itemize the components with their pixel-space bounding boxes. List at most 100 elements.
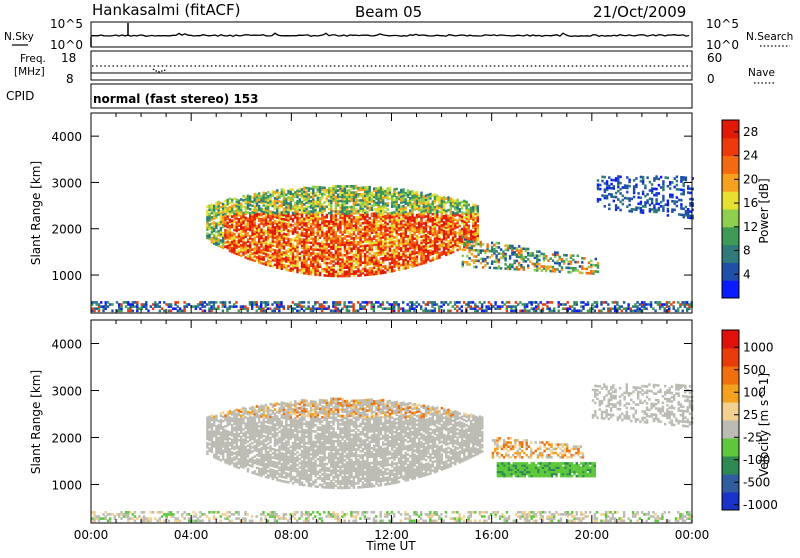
power-cell	[398, 239, 400, 242]
power-cell	[628, 185, 630, 188]
power-cell	[570, 271, 572, 274]
power-cell	[337, 269, 339, 272]
power-cell	[330, 260, 332, 263]
power-cell	[208, 204, 210, 207]
power-cell	[495, 242, 497, 245]
power-cell	[274, 191, 276, 194]
velocity-cell	[218, 424, 220, 427]
power-cell	[337, 194, 339, 197]
power-cell	[373, 194, 375, 197]
power-cell	[445, 251, 447, 254]
power-cell	[568, 271, 570, 274]
power-cell	[534, 263, 536, 266]
velocity-cell	[206, 442, 208, 445]
power-cell	[350, 185, 352, 188]
power-cell	[398, 191, 400, 194]
power-cell	[274, 226, 276, 229]
power-cell	[350, 248, 352, 251]
velocity-cell	[231, 417, 233, 420]
power-cell	[231, 205, 233, 208]
power-cell	[665, 203, 667, 206]
power-cell	[389, 307, 391, 310]
power-cell	[222, 301, 224, 304]
power-cell	[276, 250, 278, 253]
power-cell	[395, 301, 397, 304]
power-cell	[350, 233, 352, 236]
power-cell	[677, 307, 679, 310]
power-cell	[479, 307, 481, 310]
power-cell	[473, 249, 475, 252]
power-cell	[640, 197, 642, 200]
power-cell	[462, 261, 464, 264]
power-cell	[272, 190, 274, 193]
power-cell	[308, 264, 310, 267]
power-cell	[471, 259, 473, 262]
velocity-cell	[213, 430, 215, 433]
power-cell	[330, 310, 332, 313]
power-cell	[362, 245, 364, 248]
power-cell	[396, 196, 398, 199]
power-cell	[375, 301, 377, 304]
power-cell	[355, 241, 357, 244]
power-cell	[215, 223, 217, 226]
power-cell	[495, 246, 497, 249]
power-cell	[594, 305, 596, 308]
power-cell	[603, 301, 605, 304]
power-cell	[452, 199, 454, 202]
power-cell	[249, 301, 251, 304]
power-cell	[511, 264, 513, 267]
power-cell	[328, 243, 330, 246]
power-cell	[364, 305, 366, 308]
velocity-cell	[233, 427, 235, 430]
power-cell	[447, 215, 449, 218]
power-cell	[326, 195, 328, 198]
power-cell	[528, 301, 530, 304]
power-cell	[398, 233, 400, 236]
power-cell	[294, 303, 296, 306]
power-cell	[100, 301, 102, 304]
power-cell	[350, 305, 352, 308]
power-cell	[245, 223, 247, 226]
power-cell	[564, 303, 566, 306]
power-cell	[689, 192, 691, 195]
power-cell	[211, 216, 213, 219]
power-cell	[227, 199, 229, 202]
power-cell	[353, 216, 355, 219]
power-cell	[610, 187, 612, 190]
power-cell	[159, 310, 161, 313]
power-cell	[594, 310, 596, 313]
power-cell	[314, 232, 316, 235]
power-cell	[583, 268, 585, 271]
power-cell	[438, 196, 440, 199]
power-cell	[260, 301, 262, 304]
power-cell	[476, 305, 478, 308]
power-cell	[343, 301, 345, 304]
power-cell	[217, 305, 219, 308]
power-cell	[482, 249, 484, 252]
power-cell	[573, 307, 575, 310]
power-cell	[633, 208, 635, 211]
power-cell	[475, 259, 477, 262]
power-cell	[400, 233, 402, 236]
power-cell	[622, 199, 624, 202]
power-cell	[269, 307, 271, 310]
power-cell	[235, 305, 237, 308]
power-cell	[344, 235, 346, 238]
power-cell	[143, 303, 145, 306]
velocity-cell	[236, 461, 238, 464]
power-cell	[660, 205, 662, 208]
power-cell	[431, 301, 433, 304]
power-cell	[468, 208, 470, 211]
power-cell	[581, 261, 583, 264]
power-cell	[549, 307, 551, 310]
power-cell	[459, 214, 461, 217]
power-cell	[525, 248, 527, 251]
power-cell	[299, 257, 301, 260]
power-cell	[366, 186, 368, 189]
velocity-cell	[215, 425, 217, 428]
power-cell	[326, 220, 328, 223]
power-cell	[355, 310, 357, 313]
power-cell	[305, 222, 307, 225]
power-cell	[541, 265, 543, 268]
power-cell	[294, 191, 296, 194]
